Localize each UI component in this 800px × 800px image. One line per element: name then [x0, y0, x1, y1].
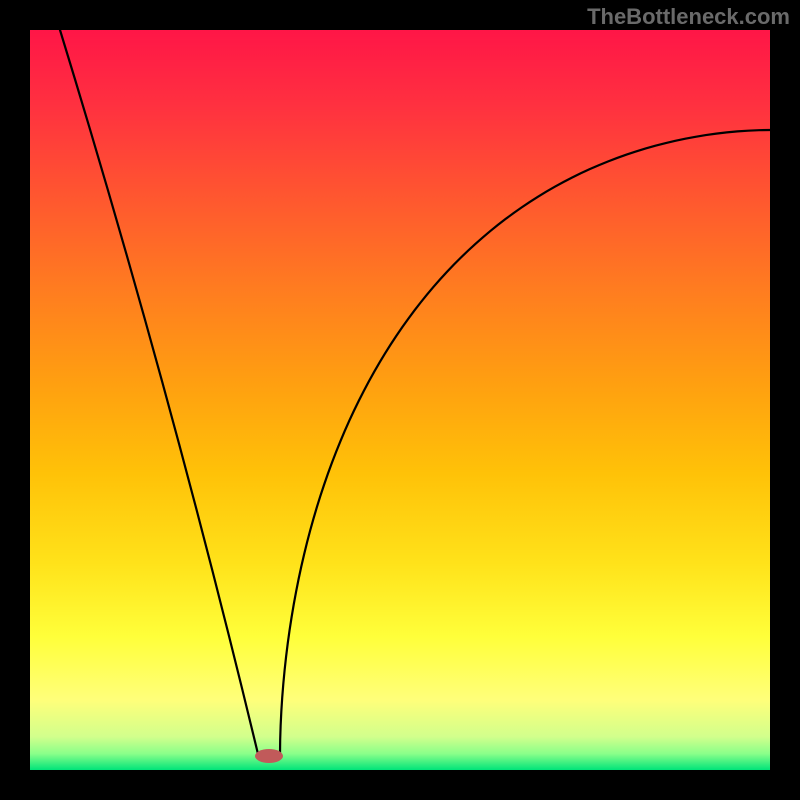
plot-svg: [0, 0, 800, 800]
figure-root: TheBottleneck.com: [0, 0, 800, 800]
plot-background: [30, 30, 770, 770]
watermark-text: TheBottleneck.com: [587, 4, 790, 30]
vertex-marker: [255, 749, 283, 763]
